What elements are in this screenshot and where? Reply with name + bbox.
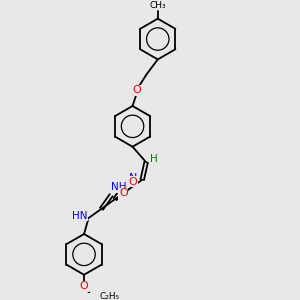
Text: H: H: [150, 154, 158, 164]
Text: N: N: [129, 173, 137, 183]
Text: C₂H₅: C₂H₅: [100, 292, 120, 300]
Text: O: O: [129, 177, 137, 187]
Text: O: O: [132, 85, 141, 95]
Text: O: O: [119, 188, 128, 198]
Text: HN: HN: [72, 211, 88, 220]
Text: NH: NH: [111, 182, 127, 193]
Text: O: O: [80, 281, 88, 291]
Text: CH₃: CH₃: [149, 1, 166, 10]
